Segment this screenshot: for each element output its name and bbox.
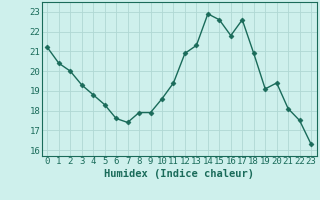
X-axis label: Humidex (Indice chaleur): Humidex (Indice chaleur) xyxy=(104,169,254,179)
